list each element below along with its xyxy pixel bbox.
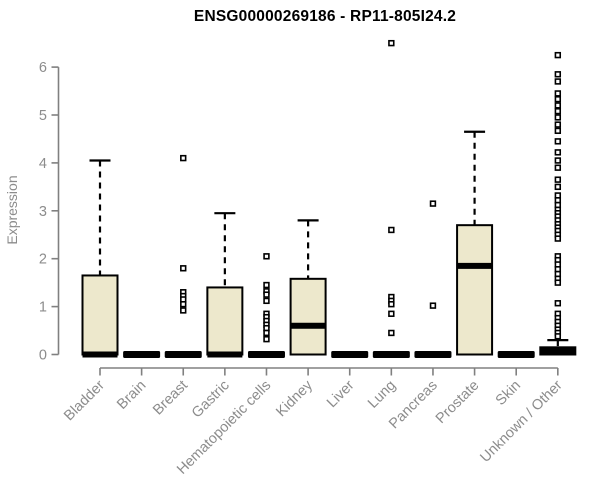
- y-tick-label: 2: [39, 252, 47, 268]
- box-bladder: [81, 274, 119, 356]
- outlier-unknown-other: [554, 183, 562, 191]
- outlier-unknown-other: [554, 333, 562, 340]
- median-unknown-other: [540, 347, 576, 354]
- y-tick-label: 5: [39, 108, 47, 124]
- outlier-unknown-other: [554, 51, 562, 59]
- x-tick-label-prostate: Prostate: [433, 378, 482, 427]
- outlier-unknown-other: [554, 90, 562, 97]
- x-tick-label-breast: Breast: [150, 378, 191, 419]
- box-gastric: [206, 286, 244, 356]
- outlier-unknown-other: [554, 71, 562, 78]
- outlier-breast: [180, 307, 187, 314]
- outlier-unknown-other: [554, 279, 562, 286]
- outlier-pancreas: [429, 200, 437, 207]
- x-tick-label-bladder: Bladder: [61, 377, 108, 424]
- outlier-hematopoietic-cells: [263, 253, 270, 260]
- outlier-lung: [388, 226, 395, 234]
- outlier-lung: [388, 310, 395, 317]
- x-tick-label-kidney: Kidney: [273, 377, 316, 420]
- outlier-hematopoietic-cells: [263, 291, 270, 298]
- outlier-lung: [388, 301, 395, 308]
- median-prostate: [457, 262, 493, 269]
- median-hematopoietic-cells: [247, 351, 285, 358]
- outlier-hematopoietic-cells: [263, 297, 270, 305]
- outlier-unknown-other: [554, 127, 562, 135]
- outlier-unknown-other: [554, 102, 562, 109]
- outlier-pancreas: [429, 302, 437, 309]
- y-tick-label: 0: [39, 348, 47, 364]
- outlier-unknown-other: [554, 95, 562, 103]
- outlier-unknown-other: [554, 157, 562, 164]
- outlier-hematopoietic-cells: [263, 335, 270, 343]
- x-tick-label-lung: Lung: [365, 378, 399, 412]
- outlier-breast: [180, 265, 187, 272]
- outlier-hematopoietic-cells: [263, 329, 270, 337]
- outlier-lung: [388, 39, 395, 47]
- median-pancreas: [414, 351, 452, 358]
- median-breast: [164, 351, 202, 358]
- outlier-unknown-other: [554, 138, 562, 145]
- outlier-breast: [180, 301, 187, 308]
- outlier-unknown-other: [554, 300, 562, 307]
- x-tick-label-brain: Brain: [114, 378, 149, 413]
- y-tick-label: 1: [39, 300, 47, 316]
- median-kidney: [290, 322, 326, 329]
- x-tick-label-liver: Liver: [324, 377, 358, 411]
- median-lung: [372, 351, 410, 358]
- outlier-lung: [388, 329, 395, 337]
- median-skin: [497, 351, 535, 358]
- outlier-breast: [180, 154, 187, 162]
- outlier-unknown-other: [554, 78, 562, 85]
- outlier-unknown-other: [554, 149, 562, 156]
- chart-title: ENSG00000269186 - RP11-805I24.2: [193, 8, 457, 25]
- outlier-unknown-other: [554, 235, 562, 242]
- median-liver: [331, 351, 369, 358]
- box-prostate: [456, 224, 494, 356]
- median-gastric: [207, 351, 243, 358]
- outlier-unknown-other: [554, 164, 562, 171]
- outlier-unknown-other: [554, 107, 562, 115]
- x-tick-label-skin: Skin: [493, 378, 524, 409]
- outlier-hematopoietic-cells: [263, 281, 270, 289]
- box-kidney: [289, 277, 327, 356]
- y-tick-label: 3: [39, 204, 47, 220]
- outlier-unknown-other: [554, 176, 562, 183]
- y-tick-label: 6: [39, 60, 47, 76]
- outlier-unknown-other: [554, 121, 562, 128]
- outlier-unknown-other: [554, 114, 562, 121]
- median-bladder: [82, 351, 118, 358]
- median-brain: [123, 351, 161, 358]
- y-tick-label: 4: [39, 156, 47, 172]
